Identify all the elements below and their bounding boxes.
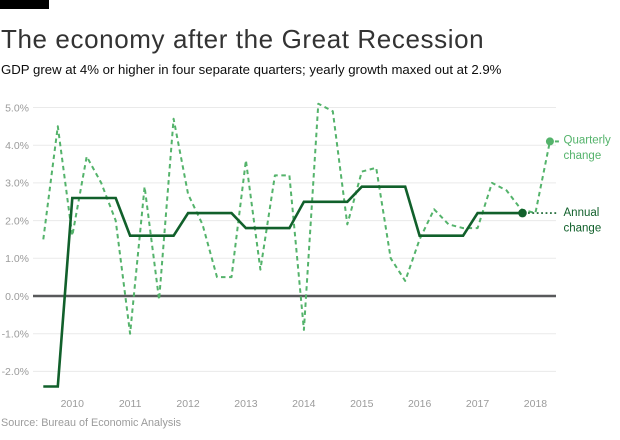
y-tick-label: 5.0% (5, 102, 29, 114)
brand-logo-bar (0, 0, 49, 9)
legend-quarterly-change: Quarterly change (564, 135, 612, 163)
x-tick-label: 2012 (176, 398, 200, 410)
legend-annual-change: Annual change (564, 207, 602, 235)
x-tick-label: 2014 (292, 398, 316, 410)
chart-title: The economy after the Great Recession (1, 24, 485, 54)
quarterly-end-dot (545, 137, 554, 146)
y-tick-label: -2.0% (2, 366, 29, 378)
x-tick-label: 2018 (524, 398, 548, 410)
x-tick-label: 2016 (408, 398, 432, 410)
y-tick-label: 3.0% (5, 178, 29, 190)
annual-end-dot (518, 208, 527, 218)
x-tick-label: 2011 (119, 398, 142, 410)
x-tick-label: 2017 (466, 398, 490, 410)
source-note: Source: Bureau of Economic Analysis (1, 417, 182, 429)
x-tick-label: 2010 (61, 398, 85, 410)
y-tick-label: 0.0% (5, 291, 29, 303)
chart-subtitle: GDP grew at 4% or higher in four separat… (1, 62, 502, 77)
y-tick-label: 4.0% (5, 140, 29, 152)
quarterly-change-line (42, 102, 551, 335)
y-tick-label: 2.0% (5, 215, 29, 227)
x-tick-label: 2013 (234, 398, 258, 410)
y-tick-label: -1.0% (2, 329, 29, 341)
x-tick-label: 2015 (350, 398, 374, 410)
y-tick-label: 1.0% (5, 253, 29, 265)
annual-change-line (43, 185, 521, 388)
